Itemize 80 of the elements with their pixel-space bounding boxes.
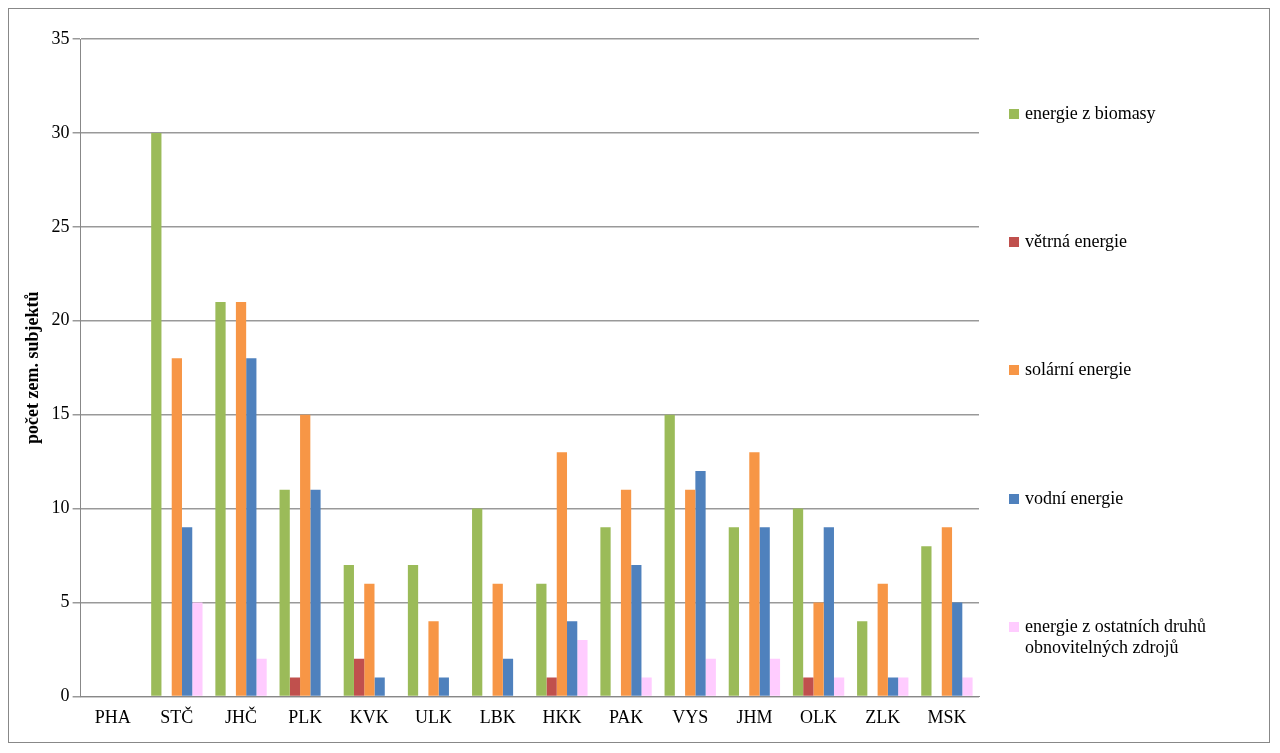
y-tick-label: 35 (51, 27, 70, 48)
x-tick-label: PAK (608, 706, 644, 727)
y-tick-label: 20 (51, 309, 70, 330)
x-tick-label: JHM (736, 706, 773, 727)
bar (428, 621, 439, 696)
bar (728, 527, 739, 696)
x-tick-label: LBK (479, 706, 516, 727)
y-tick-label: 15 (51, 403, 70, 424)
bar (556, 452, 568, 696)
bar (353, 658, 365, 696)
bar (374, 677, 385, 696)
bar (769, 658, 781, 696)
x-tick-label: STČ (160, 705, 194, 727)
bar (941, 527, 953, 696)
bar (664, 414, 675, 696)
bar (289, 677, 301, 696)
x-tick-label: ULK (415, 706, 453, 727)
bar (546, 677, 557, 696)
bar (502, 658, 514, 696)
bar (823, 527, 834, 696)
bar (631, 564, 642, 696)
x-tick-label: PLK (288, 706, 323, 727)
bar (952, 602, 963, 696)
bar (749, 452, 760, 696)
bar (620, 489, 632, 696)
bar (192, 602, 203, 696)
bar (171, 358, 182, 696)
bar (577, 640, 588, 696)
bar (215, 301, 226, 696)
bar (567, 621, 578, 696)
bar (279, 489, 290, 696)
bar (705, 658, 716, 696)
x-tick-label: ZLK (865, 706, 901, 727)
x-tick-label: VYS (672, 706, 709, 727)
y-tick-label: 5 (60, 591, 70, 612)
bar (833, 677, 845, 696)
bar (962, 677, 973, 696)
bar (887, 677, 899, 696)
x-tick-label: JHČ (225, 705, 258, 727)
bar (310, 489, 321, 696)
bar (472, 508, 483, 696)
bar (803, 677, 814, 696)
legend-label: energie z ostatních druhů obnovitelných zdrojů (1025, 616, 1208, 659)
bar (235, 301, 247, 696)
y-tick-label: 25 (51, 215, 70, 236)
bar (492, 583, 503, 696)
legend-label: vodní energie (1025, 487, 1124, 509)
bar (695, 471, 706, 696)
legend-label: energie z biomasy (1025, 102, 1156, 124)
bar (857, 621, 868, 696)
x-tick-label: MSK (927, 706, 967, 727)
bar (536, 583, 547, 696)
y-tick-label: 30 (51, 121, 70, 142)
bar (300, 414, 311, 696)
bar (898, 677, 909, 696)
bar (438, 677, 449, 696)
bar (364, 583, 375, 696)
bar (921, 546, 932, 696)
bar (759, 527, 770, 696)
y-axis-title: počet zem. subjektů (22, 291, 43, 444)
legend-label: solární energie (1025, 359, 1132, 381)
bar (877, 583, 888, 696)
y-tick-label: 10 (51, 497, 70, 518)
legend-label: větrná energie (1025, 231, 1128, 253)
x-tick-label: HKK (542, 706, 582, 727)
bar (641, 677, 652, 696)
bar (600, 527, 611, 696)
bar (792, 508, 804, 696)
bar (343, 564, 354, 696)
bar (407, 564, 419, 696)
bar (246, 358, 257, 696)
x-tick-label: KVK (349, 706, 389, 727)
x-tick-label: OLK (800, 706, 838, 727)
y-tick-label: 0 (60, 685, 70, 706)
x-tick-label: PHA (94, 706, 131, 727)
bar (685, 489, 696, 696)
bar (151, 132, 162, 696)
bar (813, 602, 824, 696)
bar (181, 527, 193, 696)
bar (256, 658, 267, 696)
